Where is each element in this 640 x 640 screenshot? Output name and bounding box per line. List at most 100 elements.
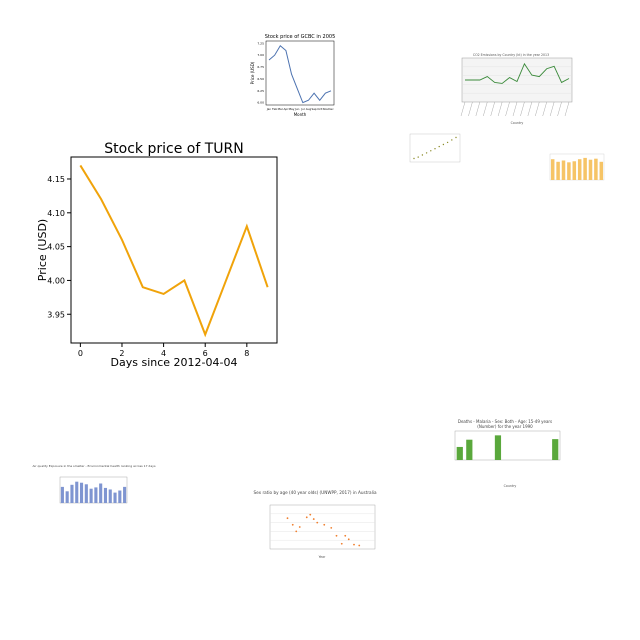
orange-bar	[556, 161, 560, 180]
sex-ratio-data-point	[291, 523, 294, 526]
turn-price-line	[79, 164, 269, 338]
sex-ratio-data-point	[312, 518, 315, 520]
orange-bar	[599, 161, 604, 180]
orange-bars	[550, 157, 604, 180]
gcbc-y-tick-label: 6.50	[257, 77, 264, 81]
orange-bar	[588, 159, 593, 180]
sex-ratio-title: Sex ratio by age (40 year olds) (UNWPP, …	[253, 490, 376, 495]
malaria-title: Deaths - Malaria - Sex: Both - Age: 15-4…	[458, 419, 552, 424]
gcbc-y-tick-label: 7.25	[257, 41, 264, 45]
air-quality-bar	[75, 481, 79, 503]
turn-x-tick-label: 8	[244, 349, 249, 358]
orange-bar	[567, 162, 571, 180]
co2-x-tick-mark	[460, 101, 466, 117]
co2-x-tick-mark	[475, 101, 481, 117]
gcbc-y-tick-label: 7.00	[257, 53, 264, 57]
air-quality-bar	[103, 487, 108, 503]
gcbc-price-line	[268, 44, 332, 104]
malaria-bar	[456, 446, 463, 460]
gcbc-x-tick-label: Oct	[317, 107, 323, 111]
air-quality-bars	[60, 481, 127, 503]
air-quality-bar	[79, 482, 84, 503]
gcbc-y-tick-label: 6.75	[257, 65, 264, 69]
co2-chart-title: CO2 Emissions by Country (kt) in the yea…	[473, 53, 549, 57]
turn-points	[80, 165, 268, 335]
orange-bar	[572, 161, 577, 180]
co2-x-tick-mark	[535, 101, 540, 117]
sex-ratio-grid	[270, 513, 375, 541]
malaria-bar	[466, 439, 473, 460]
sex-ratio-data-point	[316, 521, 319, 524]
co2-grid	[460, 66, 572, 117]
gcbc-y-tick-label: 6.25	[257, 89, 264, 93]
gcbc-x-tick-label: Jan	[266, 107, 272, 111]
turn-plot-frame	[70, 156, 278, 344]
orange-bar	[577, 159, 582, 180]
air-quality-bar	[123, 486, 127, 503]
dotted-data-point	[438, 145, 440, 148]
turn-y-tick-label: 4.05	[47, 243, 65, 252]
malaria-bars	[456, 435, 559, 460]
sex-ratio-data-point	[295, 530, 298, 533]
co2-points	[464, 63, 570, 84]
dotted-data-point	[455, 136, 457, 139]
dotted-data-point	[451, 139, 453, 141]
sex-ratio-data-point	[323, 523, 326, 526]
co2-chart: CO2 Emissions by Country (kt) in the yea…	[460, 53, 573, 125]
co2-x-tick-mark	[483, 101, 488, 117]
co2-x-tick-mark	[557, 101, 562, 117]
gcbc-x-tick-label: Feb	[272, 107, 277, 111]
sex-ratio-data-point	[347, 538, 350, 541]
dotted-chart	[409, 133, 461, 163]
dotted-data-point	[446, 141, 449, 144]
air-quality-bar	[113, 492, 117, 503]
sex-ratio-points	[286, 513, 361, 547]
sex-ratio-data-point	[358, 544, 361, 547]
orange-bar	[561, 160, 566, 180]
malaria-plot-frame	[454, 430, 561, 461]
gcbc-x-tick-label: Nov	[323, 107, 329, 111]
turn-ticks: 0 2 4 6 8 3.95 4.00 4.05 4.10 4.15	[47, 175, 249, 358]
air-quality-bar	[89, 488, 93, 503]
sex-ratio-chart: Sex ratio by age (40 year olds) (UNWPP, …	[253, 490, 376, 559]
sex-ratio-data-point	[344, 534, 347, 537]
air-quality-bar	[99, 483, 103, 503]
dotted-data-point	[421, 154, 424, 156]
co2-x-tick-mark	[512, 101, 518, 117]
turn-x-tick-label: 4	[161, 349, 166, 358]
turn-chart: Stock price of TURN 0 2 4 6 8 3.95 4.00 4.05 4.1…	[36, 141, 278, 369]
sex-ratio-data-point	[335, 534, 338, 537]
air-quality-bar	[65, 491, 69, 503]
malaria-subtitle: (Number) for the year 1990	[477, 424, 533, 429]
turn-y-tick-label: 4.00	[47, 276, 65, 285]
gcbc-x-tick-label: Aug	[306, 107, 312, 111]
turn-x-tick-label: 0	[78, 349, 83, 358]
dotted-points	[413, 136, 457, 160]
gcbc-points	[268, 45, 332, 103]
sex-ratio-x-axis-label: Year	[319, 555, 326, 559]
gcbc-x-tick-label: Jul	[300, 107, 305, 111]
co2-x-tick-mark	[564, 101, 570, 117]
air-quality-bar	[60, 486, 64, 503]
sex-ratio-data-point	[353, 543, 355, 546]
gcbc-x-tick-label: Jun	[294, 107, 300, 111]
turn-y-axis-label: Price (USD)	[36, 219, 49, 281]
dotted-data-point	[417, 156, 419, 158]
gcbc-x-axis-label: Month	[294, 112, 307, 117]
co2-x-tick-mark	[468, 101, 473, 117]
dotted-data-point	[442, 143, 445, 146]
air-quality-title: Air quality Exposure in the smelter - En…	[32, 464, 156, 468]
air-quality-bar	[70, 484, 74, 503]
orange-bar	[594, 158, 598, 180]
gcbc-x-tick-label: May	[289, 107, 295, 111]
malaria-x-axis-label: Country	[504, 484, 517, 488]
gcbc-ticks: Jan Feb Mar Apr May Jun Jul Aug Sep Oct Nov Dec 6.00…	[257, 41, 334, 111]
sex-ratio-data-point	[330, 526, 333, 529]
turn-x-axis-label: Days since 2012-04-04	[111, 356, 238, 369]
sex-ratio-data-point	[309, 513, 312, 516]
turn-y-tick-label: 4.15	[47, 175, 65, 184]
malaria-bar	[494, 435, 502, 460]
orange-bar-chart	[549, 153, 605, 181]
sex-ratio-data-point	[286, 517, 289, 520]
